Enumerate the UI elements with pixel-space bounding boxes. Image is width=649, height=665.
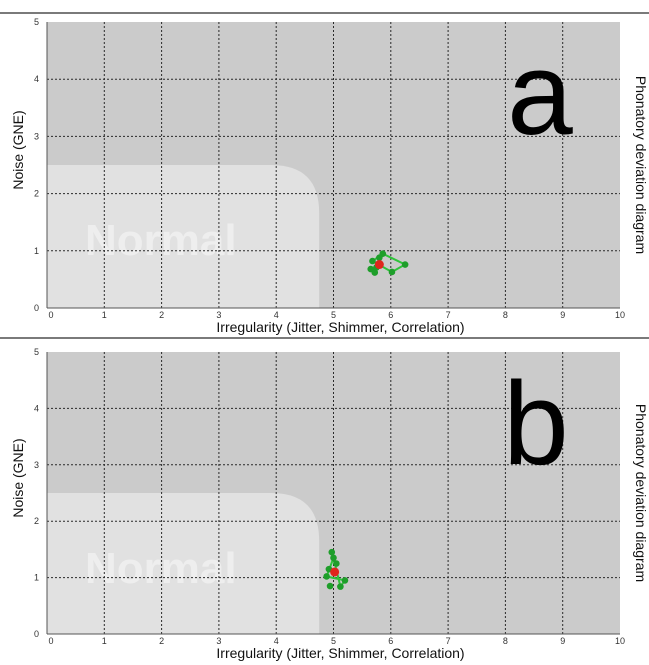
y-tick-label: 2	[34, 516, 39, 526]
x-tick-label: 9	[560, 636, 565, 646]
normal-region-label: Normal	[85, 544, 237, 593]
x-tick-label: 3	[216, 636, 221, 646]
x-tick-label: 6	[388, 636, 393, 646]
data-point	[371, 269, 379, 276]
data-point	[341, 577, 349, 584]
y-tick-label: 1	[34, 573, 39, 583]
right-side-label: Phonatory deviation diagram	[633, 404, 649, 582]
x-tick-label: 10	[615, 636, 625, 646]
x-tick-label: 4	[274, 310, 279, 320]
y-tick-label: 4	[34, 403, 39, 413]
x-tick-label: 10	[615, 310, 625, 320]
y-tick-label: 3	[34, 131, 39, 141]
normal-region	[47, 165, 320, 308]
data-point	[330, 554, 337, 562]
mean-point	[330, 567, 340, 577]
normal-region	[47, 493, 320, 634]
y-tick-label: 0	[34, 303, 39, 313]
x-tick-label: 0	[48, 310, 53, 320]
y-tick-label: 4	[34, 74, 39, 84]
panel-letter: a	[507, 28, 573, 160]
data-point	[328, 548, 336, 556]
normal-region-label: Normal	[85, 216, 237, 265]
y-tick-label: 3	[34, 460, 39, 470]
y-tick-label: 5	[34, 17, 39, 27]
chart-panel-b: Normal 0 1 2 3 4 5 6 7 8 9 10 0 1 2 3 4 5 Irregularity (Ji…	[0, 335, 649, 665]
y-tick-label: 2	[34, 189, 39, 199]
x-tick-label: 5	[331, 310, 336, 320]
top-border	[0, 12, 649, 14]
y-axis-label: Noise (GNE)	[10, 110, 26, 189]
x-axis-label: Irregularity (Jitter, Shimmer, Correlati…	[216, 645, 464, 661]
x-tick-label: 8	[503, 310, 508, 320]
y-tick-label: 0	[34, 629, 39, 639]
x-tick-label: 1	[102, 636, 107, 646]
panel-divider	[0, 337, 649, 339]
data-point	[326, 582, 334, 590]
x-tick-label: 2	[159, 636, 164, 646]
x-tick-label: 6	[388, 310, 393, 320]
x-tick-label: 9	[560, 310, 565, 320]
x-tick-label: 3	[216, 310, 221, 320]
x-tick-label: 8	[503, 636, 508, 646]
x-tick-label: 0	[48, 636, 53, 646]
data-point	[323, 573, 330, 580]
y-tick-label: 5	[34, 347, 39, 357]
x-tick-label: 7	[446, 636, 451, 646]
x-tick-label: 4	[274, 636, 279, 646]
x-tick-label: 2	[159, 310, 164, 320]
data-point	[401, 261, 409, 268]
data-point	[388, 268, 396, 276]
data-point	[337, 583, 344, 590]
x-tick-label: 5	[331, 636, 336, 646]
right-side-label: Phonatory deviation diagram	[633, 76, 649, 254]
y-tick-label: 1	[34, 246, 39, 256]
chart-panel-a: Normal 0 1 2 3 4 5 6 7 8 9 10 0 1 2 3 4 5 Irregularity (Ji…	[10, 17, 649, 335]
data-point	[376, 254, 383, 261]
data-point	[333, 560, 340, 567]
x-tick-label: 1	[102, 310, 107, 320]
y-axis-label: Noise (GNE)	[10, 438, 26, 517]
mean-point	[374, 260, 384, 270]
data-point	[369, 257, 376, 265]
panel-letter: b	[503, 358, 569, 490]
x-tick-label: 7	[446, 310, 451, 320]
x-axis-label: Irregularity (Jitter, Shimmer, Correlati…	[216, 319, 464, 335]
